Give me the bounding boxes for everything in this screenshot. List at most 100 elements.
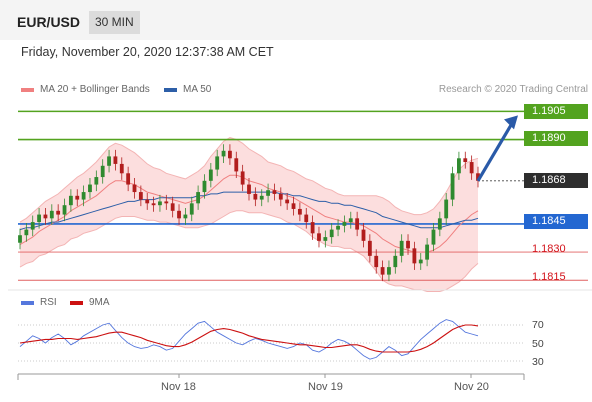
candle-body — [43, 214, 48, 219]
candle-body — [406, 240, 410, 249]
candle-body — [355, 218, 360, 230]
candle-body — [457, 158, 461, 174]
candle-body — [450, 173, 455, 200]
top-bar: EUR/USD 30 MIN — [0, 0, 592, 40]
candle-body — [145, 199, 150, 204]
candle-body — [196, 192, 201, 204]
candle-body — [113, 156, 118, 164]
candle-body — [183, 214, 188, 219]
candle-body — [399, 240, 404, 256]
candle-body — [393, 255, 398, 268]
candle-body — [247, 184, 251, 194]
candle-body — [437, 218, 442, 230]
candle-body — [132, 184, 137, 193]
bollinger-band — [20, 137, 478, 292]
candle-body — [62, 205, 67, 215]
candle-body — [418, 259, 423, 264]
candle-body — [323, 237, 328, 241]
symbol-title: EUR/USD — [17, 14, 81, 30]
candle-body — [387, 267, 391, 275]
research-credit: Research © 2020 Trading Central — [438, 84, 588, 95]
candle-body — [100, 165, 105, 178]
candle-body — [259, 195, 264, 200]
candle-body — [374, 255, 379, 268]
candle-body — [272, 190, 277, 194]
candle-body — [94, 177, 99, 185]
pivot-tag: 1.1845 — [524, 214, 588, 229]
candle-body — [170, 203, 175, 211]
rsi-ma-swatch — [70, 300, 83, 305]
rsi-swatch — [21, 300, 34, 305]
candle-body — [253, 193, 258, 200]
date-label: Nov 20 — [454, 381, 489, 393]
support-2-label: 1.1815 — [532, 271, 566, 283]
candle-body — [285, 199, 290, 204]
candle-body — [164, 201, 169, 204]
candle-body — [208, 169, 213, 181]
forecast-arrowhead — [504, 115, 518, 130]
candle-body — [30, 222, 35, 230]
candle-body — [88, 184, 92, 193]
candle-body — [151, 203, 156, 206]
date-label: Nov 18 — [161, 381, 196, 393]
candle-body — [119, 163, 124, 174]
ma50-legend-label: MA 50 — [183, 84, 212, 95]
candle-body — [202, 180, 207, 193]
candle-body — [234, 158, 239, 172]
candle-body — [228, 150, 232, 159]
bollinger-lower — [19, 210, 479, 292]
candle-body — [304, 214, 309, 223]
candle-body — [24, 229, 29, 236]
candle-body — [177, 210, 181, 219]
forecast-arrow — [476, 122, 514, 182]
bollinger-upper — [19, 137, 479, 223]
resistance-2-tag: 1.1905 — [524, 104, 588, 119]
date-label: Nov 19 — [308, 381, 343, 393]
candle-body — [380, 267, 385, 275]
rsi-tick-label: 30 — [532, 356, 544, 368]
candle-body — [278, 193, 283, 200]
candle-body — [107, 156, 111, 166]
candle-body — [240, 171, 245, 185]
candle-body — [75, 195, 80, 200]
rsi-ma-line — [19, 324, 479, 353]
ma20-legend: MA 20 + Bollinger Bands — [21, 84, 150, 95]
rsi-tick-label: 70 — [532, 319, 544, 331]
candle-body — [56, 210, 61, 215]
candle-body — [81, 192, 86, 200]
rsi-ma-legend: 9MA — [70, 297, 110, 308]
candle-body — [49, 210, 54, 219]
candle-body — [431, 229, 436, 245]
candle-body — [297, 208, 302, 215]
candle-body — [310, 222, 315, 234]
candle-body — [158, 201, 162, 206]
current-price-tag: 1.1868 — [524, 173, 588, 188]
ma50-legend: MA 50 — [164, 84, 211, 95]
candle-body — [336, 225, 340, 230]
candle-body — [291, 203, 296, 209]
candle-body — [444, 199, 449, 219]
candle-body — [138, 192, 143, 200]
candle-body — [342, 222, 347, 226]
candle-body — [266, 190, 270, 196]
candle-body — [317, 233, 321, 241]
candle-body — [348, 218, 353, 223]
candle-body — [463, 158, 468, 163]
candle-body — [18, 235, 22, 243]
candle-body — [215, 156, 220, 170]
candle-body — [37, 214, 41, 223]
rsi-ma-legend-label: 9MA — [89, 297, 110, 308]
candle-body — [221, 150, 226, 157]
candle-body — [189, 203, 194, 215]
candle-body — [329, 229, 334, 238]
rsi-legend: RSI — [21, 297, 57, 308]
candle-body — [361, 229, 366, 241]
support-1-label: 1.1830 — [532, 243, 566, 255]
timeframe-button[interactable]: 30 MIN — [89, 11, 140, 34]
candle-body — [425, 244, 430, 260]
timestamp: Friday, November 20, 2020 12:37:38 AM CE… — [21, 45, 274, 59]
candle-body — [367, 240, 372, 256]
candle-body — [126, 173, 131, 185]
resistance-1-tag: 1.1890 — [524, 131, 588, 146]
